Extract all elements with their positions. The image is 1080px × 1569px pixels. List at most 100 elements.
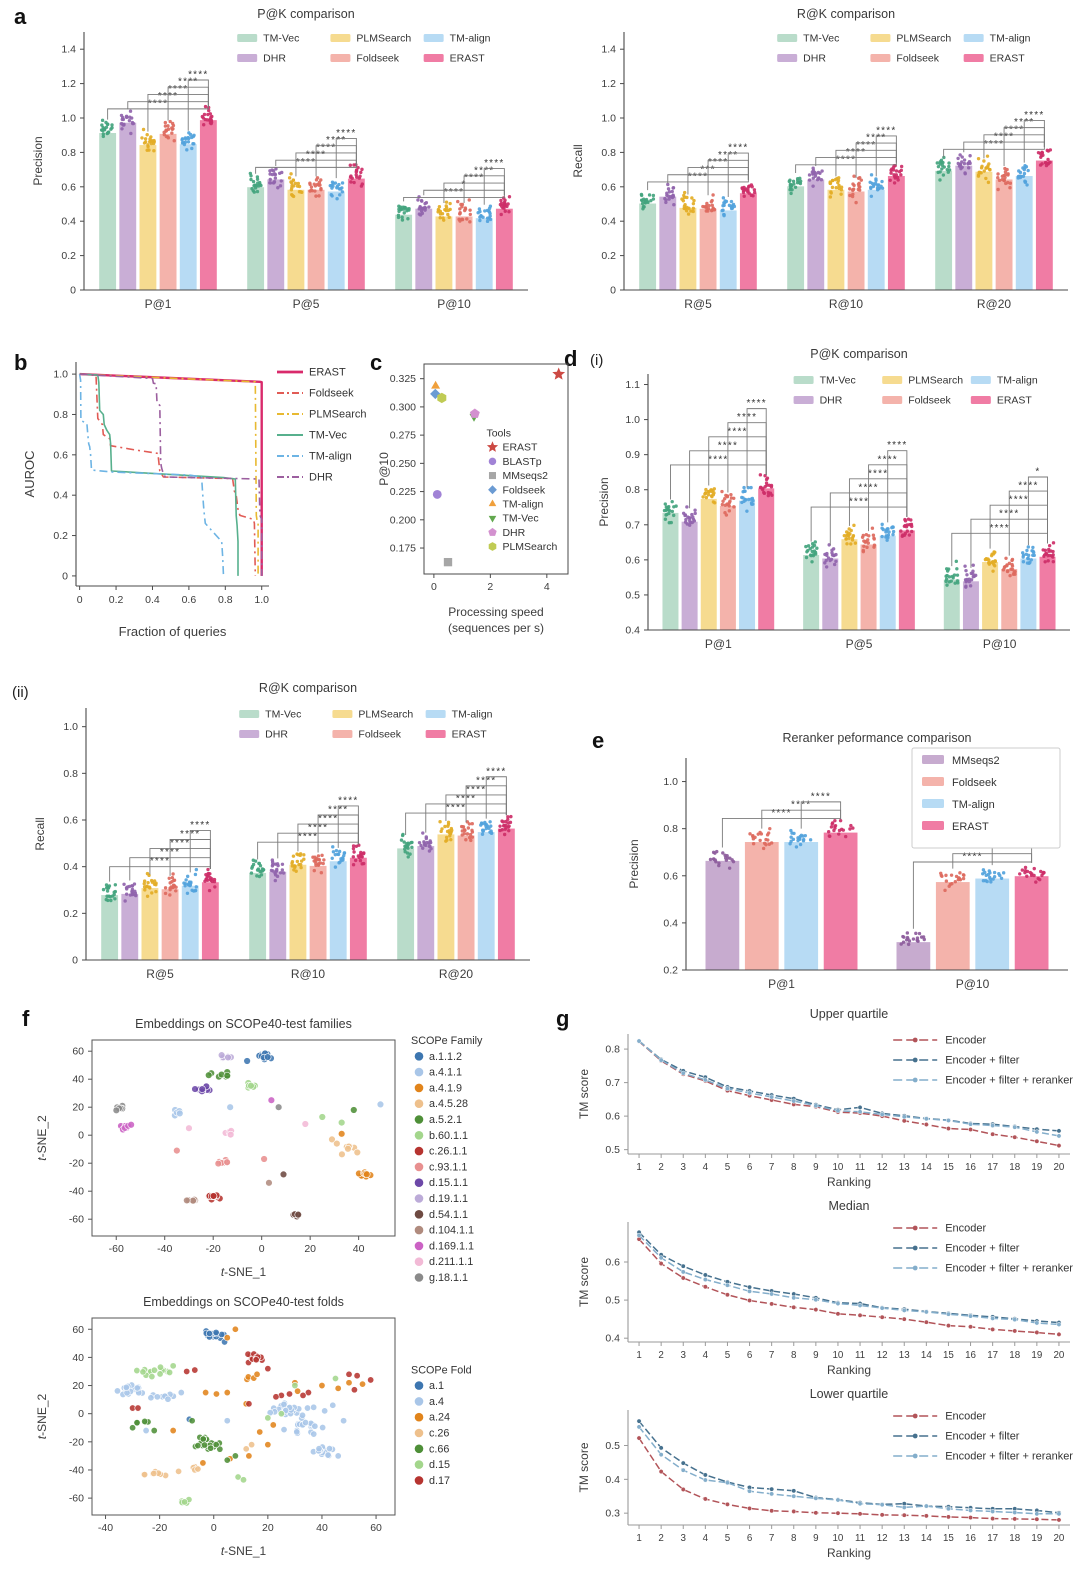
svg-text:****: **** (771, 808, 791, 819)
svg-text:8: 8 (791, 1350, 797, 1361)
svg-text:0.225: 0.225 (390, 486, 416, 498)
svg-text:****: **** (464, 173, 484, 184)
tsne-group-a.4.5.28 (328, 1135, 362, 1158)
svg-text:14: 14 (921, 1162, 932, 1173)
svg-text:****: **** (148, 98, 168, 109)
svg-text:18: 18 (1009, 1533, 1020, 1544)
svg-text:TM-align: TM-align (450, 33, 491, 45)
bar-TM-Vec-R@5 (638, 202, 657, 291)
bar-ERAST-R@10 (887, 175, 906, 291)
svg-text:0: 0 (259, 1243, 265, 1255)
svg-text:7: 7 (769, 1533, 774, 1544)
svg-text:40: 40 (72, 1352, 84, 1364)
auroc-line-TM-Vec (79, 373, 239, 576)
svg-text:16: 16 (965, 1533, 976, 1544)
svg-text:60: 60 (72, 1324, 84, 1336)
bar-Foldseek-R@5 (698, 207, 718, 291)
svg-text:*: * (1035, 466, 1040, 477)
svg-text:Foldseek: Foldseek (502, 484, 545, 496)
svg-text:5: 5 (725, 1162, 731, 1173)
svg-text:****: **** (791, 800, 811, 811)
svg-text:****: **** (728, 143, 748, 154)
svg-text:d.169.1.1: d.169.1.1 (429, 1240, 474, 1252)
bar-Foldseek-R@10 (846, 190, 866, 291)
svg-text:****: **** (150, 856, 170, 867)
svg-text:17: 17 (987, 1162, 998, 1173)
svg-text:0.9: 0.9 (625, 449, 640, 461)
bar-Foldseek-P@10 (454, 215, 474, 291)
bar-TM-Vec-R@10 (786, 185, 805, 291)
svg-text:Foldseek: Foldseek (896, 53, 939, 65)
bar-PLMSearch-R@20 (436, 833, 456, 961)
svg-text:17: 17 (987, 1533, 998, 1544)
svg-text:PLMSearch: PLMSearch (502, 541, 557, 553)
svg-text:d.15: d.15 (429, 1459, 450, 1471)
bar-TM-align-P@5 (878, 534, 897, 631)
svg-text:****: **** (466, 784, 486, 795)
svg-text:6: 6 (747, 1533, 753, 1544)
bar-PLMSearch-R@10 (288, 863, 308, 961)
svg-text:0: 0 (77, 594, 83, 606)
svg-text:2: 2 (658, 1533, 663, 1544)
svg-text:19: 19 (1031, 1350, 1042, 1361)
tsne-group-a.5.2.1 (205, 1068, 358, 1114)
auroc-line-PLMSearch (79, 373, 259, 576)
svg-text:0.2: 0.2 (601, 250, 616, 262)
svg-text:R@20: R@20 (977, 297, 1012, 311)
svg-text:Encoder + filter + reranker: Encoder + filter + reranker (945, 1263, 1073, 1275)
tsne-group-d.211.1.1 (185, 1120, 310, 1139)
svg-text:****: **** (1009, 495, 1029, 506)
tsne-group-g.18.1.1 (112, 1102, 283, 1115)
svg-text:0: 0 (211, 1522, 217, 1534)
svg-text:1: 1 (636, 1350, 641, 1361)
svg-text:40: 40 (72, 1074, 84, 1086)
bar-DHR-R@5 (658, 195, 678, 291)
svg-text:20: 20 (1053, 1350, 1064, 1361)
svg-text:-60: -60 (109, 1243, 124, 1255)
svg-text:P@10: P@10 (437, 297, 471, 311)
svg-text:-20: -20 (206, 1243, 221, 1255)
svg-text:9: 9 (813, 1350, 818, 1361)
svg-text:15: 15 (943, 1350, 954, 1361)
bar-TM-align-P@10 (1019, 557, 1038, 631)
svg-text:P@1: P@1 (145, 297, 172, 311)
bar-Foldseek-P@10 (935, 881, 971, 971)
svg-text:****: **** (868, 468, 888, 479)
tm-line-Encoder (638, 1437, 1060, 1521)
svg-text:0.6: 0.6 (663, 870, 678, 882)
chart-d-recall-bar: ****************************************… (33, 681, 530, 981)
svg-text:Median: Median (829, 1199, 870, 1213)
svg-text:Embeddings on SCOPe40-test fam: Embeddings on SCOPe40-test families (135, 1017, 352, 1031)
svg-text:****: **** (446, 803, 466, 814)
svg-text:TM-align: TM-align (997, 375, 1038, 387)
svg-text:0.8: 0.8 (218, 594, 233, 606)
svg-text:0: 0 (78, 1408, 84, 1420)
chart-tsne-families: -60 -40 -20 0 20 40 60 -60 -40 -20 0 20 40 Embeddings… (35, 1017, 483, 1284)
tool-point-ERAST (552, 367, 566, 380)
svg-text:****: **** (876, 125, 896, 136)
sig-bracket (335, 138, 357, 179)
svg-text:60: 60 (370, 1522, 382, 1534)
svg-text:****: **** (188, 69, 208, 80)
svg-text:8: 8 (791, 1162, 797, 1173)
svg-text:13: 13 (899, 1533, 910, 1544)
svg-text:TM score: TM score (577, 1069, 591, 1119)
bar-ERAST-P@5 (347, 177, 366, 291)
svg-text:14: 14 (921, 1350, 932, 1361)
svg-text:1.4: 1.4 (601, 44, 616, 56)
svg-text:5: 5 (725, 1350, 731, 1361)
svg-text:4: 4 (703, 1350, 709, 1361)
svg-text:7: 7 (769, 1162, 774, 1173)
svg-text:DHR: DHR (263, 53, 286, 65)
svg-text:0.8: 0.8 (61, 147, 76, 159)
bar-TM-align-P@5 (326, 190, 346, 291)
svg-text:t-SNE_1: t-SNE_1 (221, 1265, 267, 1279)
svg-text:****: **** (474, 165, 494, 176)
svg-text:0: 0 (72, 955, 78, 967)
svg-text:PLMSearch: PLMSearch (896, 33, 951, 45)
svg-text:MMseqs2: MMseqs2 (502, 470, 548, 482)
chart-precision-at-k-bar: ****************************************… (31, 7, 528, 311)
svg-text:2: 2 (658, 1162, 663, 1173)
svg-text:6: 6 (747, 1350, 753, 1361)
svg-text:a.4: a.4 (429, 1396, 444, 1408)
